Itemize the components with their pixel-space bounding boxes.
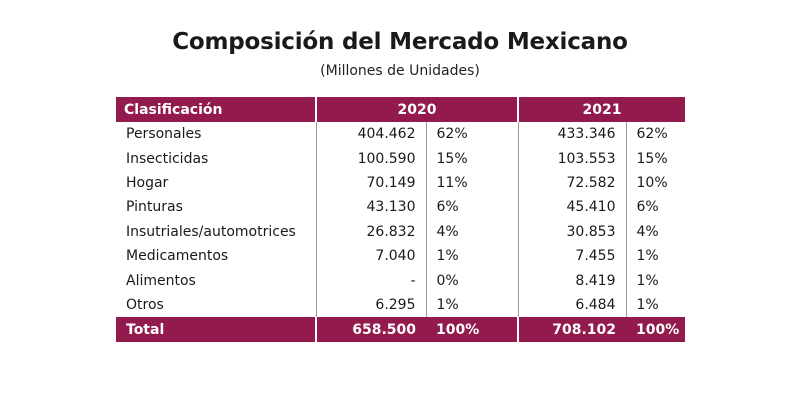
row-value-2021: 7.455 bbox=[517, 243, 626, 269]
total-row: Total 658.500 100% 708.102 100% bbox=[116, 317, 685, 343]
table-row: Alimentos -0% 8.419 1% bbox=[116, 268, 685, 293]
row-percent-2021: 4% bbox=[625, 219, 685, 244]
row-percent-2020: 6% bbox=[425, 195, 518, 220]
total-percent-2021: 100% bbox=[636, 321, 680, 338]
row-value-2021: 72.582 bbox=[517, 170, 626, 196]
page-title: Composición del Mercado Mexicano bbox=[172, 29, 628, 55]
table-header: Clasificación 2020 2021 bbox=[116, 97, 685, 122]
row-category: Insutriales/automotrices bbox=[126, 223, 296, 240]
total-percent-2020: 100% bbox=[436, 321, 480, 338]
row-value-2021: 433.346 bbox=[517, 122, 626, 147]
row-value-2021: 45.410 bbox=[517, 195, 626, 220]
market-composition-table: Clasificación 2020 2021 Personales 404.46… bbox=[116, 97, 685, 343]
total-value-2020: 658.500 bbox=[315, 317, 426, 343]
row-percent-2020: 4% bbox=[425, 219, 518, 244]
row-value-2020: 404.462 bbox=[315, 122, 426, 147]
table-footer: Total 658.500 100% 708.102 100% bbox=[116, 317, 685, 343]
row-percent-2021: 6% bbox=[625, 195, 685, 220]
row-percent-2020: 62% bbox=[425, 122, 518, 147]
table-body: Personales 404.462 62% 433.346 62% Insecticid… bbox=[116, 122, 685, 318]
row-category: Hogar bbox=[126, 174, 169, 191]
row-value-2020: - bbox=[315, 268, 426, 293]
row-category: Alimentos bbox=[126, 272, 196, 289]
row-value-2021: 6.484 bbox=[517, 292, 626, 318]
row-percent-2020: 1% bbox=[425, 243, 518, 269]
table-row: Pinturas 43.130 6% 45.410 6% bbox=[116, 195, 685, 220]
row-value-2020: 70.149 bbox=[315, 170, 426, 196]
row-percent-2021: 1% bbox=[625, 268, 685, 293]
header-category: Clasificación bbox=[124, 101, 223, 118]
total-label: Total bbox=[126, 321, 165, 338]
page-subtitle: (Millones de Unidades) bbox=[320, 63, 480, 79]
header-year-2020: 2020 bbox=[315, 97, 518, 122]
row-percent-2021: 10% bbox=[625, 170, 685, 196]
table-row: Insecticidas 100.590 15% 103.553 15% bbox=[116, 146, 685, 171]
row-percent-2020: 11% bbox=[425, 170, 518, 196]
row-percent-2020: 1% bbox=[425, 292, 518, 318]
table-row: Insutriales/automotrices 26.832 4% 30.853 4% bbox=[116, 219, 685, 244]
row-category: Personales bbox=[126, 126, 202, 143]
table-row: Personales 404.462 62% 433.346 62% bbox=[116, 122, 685, 147]
row-percent-2021: 62% bbox=[625, 122, 685, 147]
table-row: Medicamentos 7.040 1% 7.455 1% bbox=[116, 243, 685, 269]
total-value-2021: 708.102 bbox=[517, 317, 626, 343]
row-category: Pinturas bbox=[126, 199, 183, 216]
row-value-2021: 30.853 bbox=[517, 219, 626, 244]
row-percent-2020: 15% bbox=[425, 146, 518, 171]
row-percent-2021: 1% bbox=[625, 292, 685, 318]
row-value-2020: 6.295 bbox=[315, 292, 426, 318]
row-value-2021: 103.553 bbox=[517, 146, 626, 171]
row-value-2020: 43.130 bbox=[315, 195, 426, 220]
row-percent-2020: 0% bbox=[425, 268, 518, 293]
row-value-2020: 7.040 bbox=[315, 243, 426, 269]
row-category: Insecticidas bbox=[126, 150, 209, 167]
row-value-2020: 100.590 bbox=[315, 146, 426, 171]
header-row: Clasificación 2020 2021 bbox=[116, 97, 685, 122]
row-percent-2021: 1% bbox=[625, 243, 685, 269]
row-value-2021: 8.419 bbox=[517, 268, 626, 293]
row-category: Medicamentos bbox=[126, 248, 229, 265]
table-row: Otros 6.295 1% 6.484 1% bbox=[116, 292, 685, 318]
header-year-2021: 2021 bbox=[517, 97, 685, 122]
row-percent-2021: 15% bbox=[625, 146, 685, 171]
row-value-2020: 26.832 bbox=[315, 219, 426, 244]
table-row: Hogar 70.149 11% 72.582 10% bbox=[116, 170, 685, 196]
row-category: Otros bbox=[126, 296, 164, 313]
